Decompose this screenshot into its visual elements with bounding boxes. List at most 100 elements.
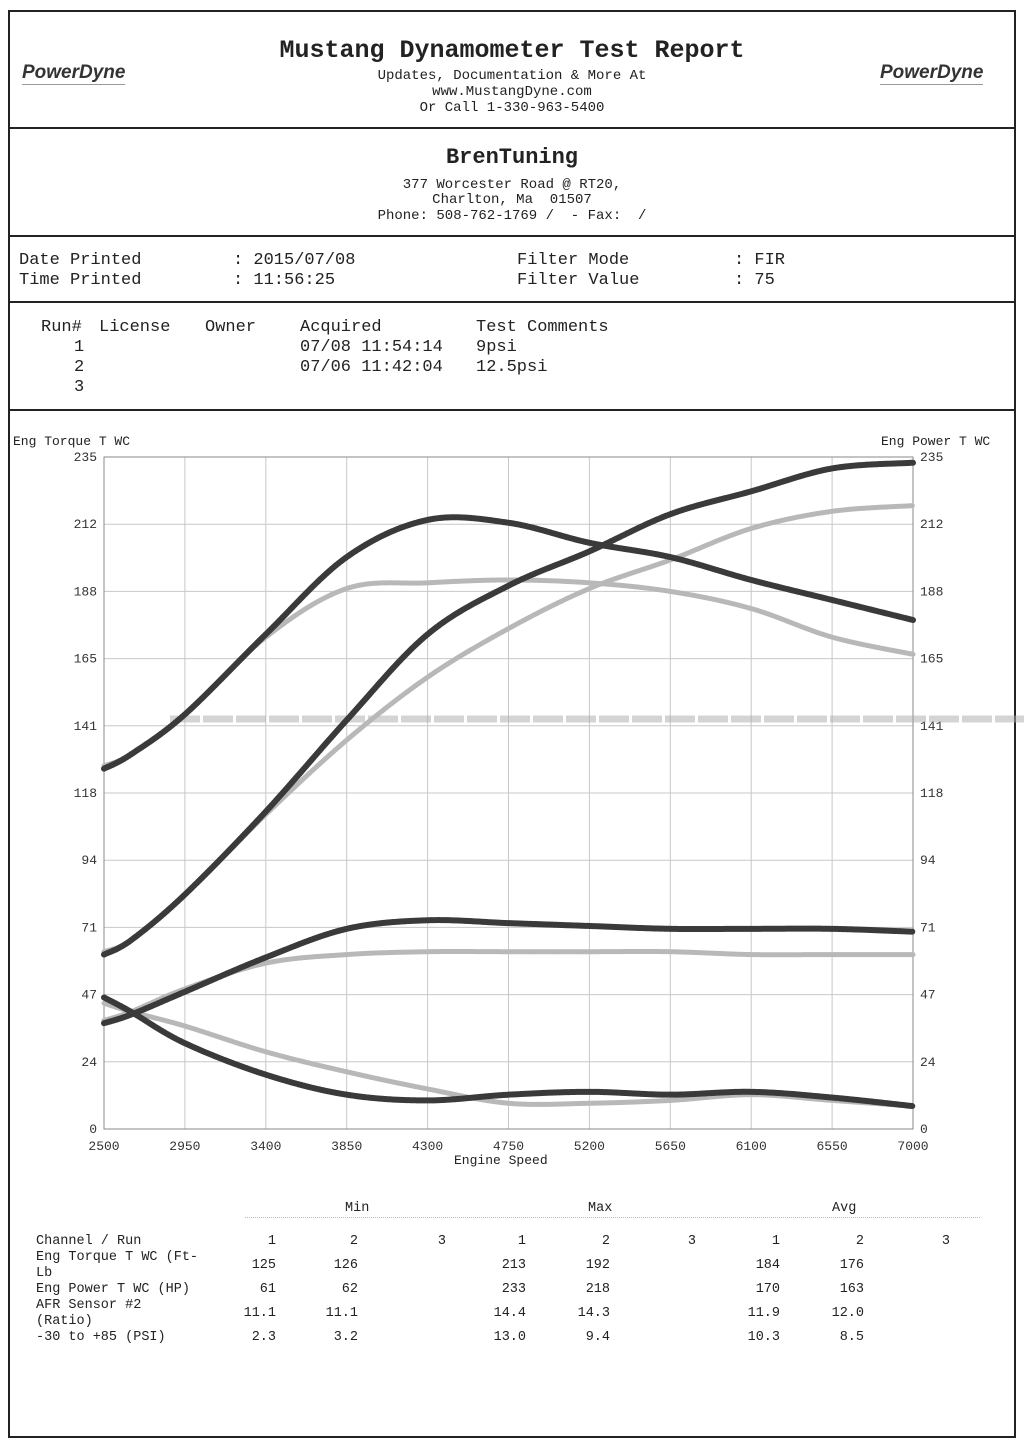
- stats-channel: -30 to +85 (PSI): [36, 1330, 166, 1345]
- x-axis-label: Engine Speed: [454, 1153, 548, 1168]
- stats-value: [864, 1298, 950, 1330]
- y-tick-label-left: 24: [81, 1055, 97, 1070]
- run-number: 2: [74, 358, 85, 377]
- stats-value: [358, 1298, 446, 1330]
- run-comment: 12.5psi: [476, 358, 548, 377]
- stats-value: [358, 1330, 446, 1346]
- y-tick-label-left: 71: [81, 920, 97, 935]
- y-tick-label-right: 94: [920, 853, 936, 868]
- stats-value: 170: [755, 1282, 780, 1297]
- stats-value: 213: [501, 1258, 526, 1273]
- stats-value: 14.4: [493, 1306, 526, 1321]
- stats-row: Eng Power T WC (HP) 61 62 233 218 170 163: [36, 1282, 950, 1298]
- stats-run-label: 1: [517, 1234, 526, 1249]
- stats-group-max: Max: [588, 1201, 613, 1216]
- shop-address-1: 377 Worcester Road @ RT20,: [402, 177, 622, 193]
- time-printed-label: Time Printed: [19, 271, 142, 290]
- y-tick-label-left: 118: [74, 786, 97, 801]
- y-tick-label-left: 212: [74, 517, 97, 532]
- run-acquired: 07/06 11:42:04: [300, 358, 443, 377]
- series-line-afr-sensor-2-run-1: [101, 917, 916, 1027]
- stats-value: 184: [755, 1258, 780, 1273]
- stats-value: [610, 1298, 696, 1330]
- plot-area: [103, 456, 914, 1130]
- stats-value: 126: [333, 1258, 358, 1273]
- stats-grid: Channel / Run 1 2 3 1 2 3 1 2 3 Eng Torque T WC (F…: [36, 1234, 950, 1346]
- stats-value: [610, 1330, 696, 1346]
- y-tick-label-left: 0: [89, 1122, 97, 1137]
- runs-header-comments: Test Comments: [476, 318, 609, 337]
- stats-value: 3.2: [333, 1330, 358, 1345]
- filter-value-value: : 75: [734, 271, 775, 290]
- runs-header-run: Run#: [41, 318, 82, 337]
- runs-header-license: License: [99, 318, 171, 337]
- stats-run-label: 1: [771, 1234, 780, 1249]
- stats-value: 62: [341, 1282, 358, 1297]
- stats-run-label: 2: [855, 1234, 864, 1249]
- stats-channel: AFR Sensor #2 (Ratio): [36, 1298, 142, 1329]
- stats-value: 233: [501, 1282, 526, 1297]
- stats-value: [358, 1250, 446, 1282]
- stats-value: 10.3: [747, 1330, 780, 1345]
- y-tick-label-left: 235: [74, 450, 97, 465]
- stats-value: [864, 1330, 950, 1346]
- stats-value: 11.1: [243, 1306, 276, 1321]
- y-tick-label-right: 165: [920, 652, 943, 667]
- x-tick-label: 5650: [655, 1139, 686, 1154]
- date-printed-value: : 2015/07/08: [233, 251, 356, 270]
- series-line-eng-torque-run-1: [101, 514, 916, 772]
- stats-row: AFR Sensor #2 (Ratio) 11.1 11.1 14.4 14.3 11.…: [36, 1298, 950, 1330]
- stats-value: 11.1: [325, 1306, 358, 1321]
- stats-channel: Eng Torque T WC (Ft-Lb: [36, 1250, 199, 1281]
- divider: [8, 409, 1016, 411]
- x-tick-label: 7000: [897, 1139, 928, 1154]
- stats-value: [610, 1250, 696, 1282]
- stats-group-min: Min: [345, 1201, 370, 1216]
- stats-value: 9.4: [585, 1330, 610, 1345]
- x-tick-label: 6100: [736, 1139, 767, 1154]
- stats-run-label: 2: [349, 1234, 358, 1249]
- stats-value: [864, 1282, 950, 1298]
- x-tick-label: 6550: [816, 1139, 847, 1154]
- stats-value: 12.0: [831, 1306, 864, 1321]
- stats-value: 14.3: [577, 1306, 610, 1321]
- run-acquired: 07/08 11:54:14: [300, 338, 443, 357]
- header-line: Updates, Documentation & More At: [377, 68, 647, 84]
- stats-value: 192: [585, 1258, 610, 1273]
- run-number: 3: [74, 378, 85, 397]
- y-axis-left-label: Eng Torque T WC: [13, 434, 131, 449]
- stats-row: Eng Torque T WC (Ft-Lb 125 126 213 192 184 176: [36, 1250, 950, 1282]
- stats-value: 61: [259, 1282, 276, 1297]
- filter-mode-label: Filter Mode: [517, 251, 630, 270]
- stats-header-label: Channel / Run: [36, 1234, 142, 1249]
- runs-header-owner: Owner: [205, 318, 257, 337]
- filter-value-label: Filter Value: [517, 271, 640, 290]
- shop-address-2: Charlton, Ma 01507: [432, 192, 592, 208]
- series-line-eng-power-run-1: [101, 459, 916, 958]
- time-printed-value: : 11:56:25: [233, 271, 336, 290]
- stats-run-label: 3: [687, 1234, 696, 1249]
- stats-value: 2.3: [251, 1330, 276, 1345]
- stats-group-avg: Avg: [832, 1201, 857, 1216]
- report-border: [8, 10, 1016, 1438]
- y-tick-label-right: 212: [920, 517, 943, 532]
- stats-value: 176: [839, 1258, 864, 1273]
- shop-phone: Phone: 508-762-1769 / - Fax: /: [377, 208, 647, 224]
- runs-header-acquired: Acquired: [300, 318, 382, 337]
- y-axis-right-label: Eng Power T WC: [881, 434, 991, 449]
- stats-run-label: 3: [941, 1234, 950, 1249]
- filter-mode-value: : FIR: [734, 251, 786, 270]
- stats-value: 218: [585, 1282, 610, 1297]
- x-tick-label: 5200: [574, 1139, 605, 1154]
- stats-value: [610, 1282, 696, 1298]
- divider: [8, 127, 1016, 129]
- x-tick-label: 2950: [169, 1139, 200, 1154]
- report-title: Mustang Dynamometer Test Report: [279, 36, 745, 65]
- series-line--30-to-85-run-1: [101, 994, 916, 1110]
- y-tick-label-right: 235: [920, 450, 943, 465]
- run-number: 1: [74, 338, 85, 357]
- y-tick-label-right: 188: [920, 584, 943, 599]
- y-tick-label-right: 118: [920, 786, 943, 801]
- stats-value: 163: [839, 1282, 864, 1297]
